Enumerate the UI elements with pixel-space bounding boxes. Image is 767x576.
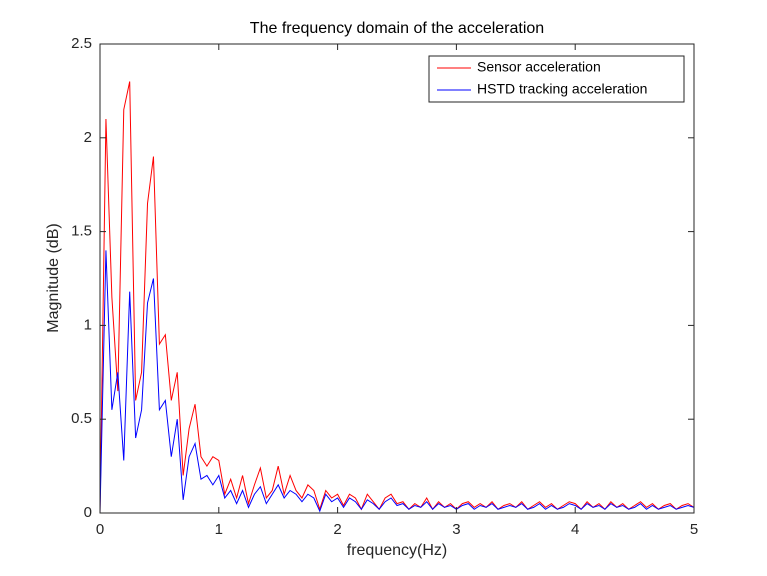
x-tick-label: 4 (571, 521, 579, 538)
x-axis-label: frequency(Hz) (347, 542, 447, 559)
chart-title: The frequency domain of the acceleration (250, 20, 544, 37)
y-tick-label: 0 (84, 504, 92, 521)
x-tick-label: 5 (690, 521, 698, 538)
legend-label: Sensor acceleration (477, 59, 601, 75)
axes-box (99, 43, 695, 514)
y-tick-label: 1 (84, 316, 92, 333)
data-line (99, 81, 695, 514)
legend-box (428, 55, 685, 103)
y-axis-label: Magnitude (dB) (45, 223, 62, 332)
y-tick-label: 1.5 (71, 223, 92, 240)
x-tick-label: 1 (215, 521, 223, 538)
x-tick-label: 0 (96, 521, 104, 538)
x-tick-label: 3 (452, 521, 460, 538)
legend-label: HSTD tracking acceleration (477, 81, 647, 97)
x-tick-label: 2 (333, 521, 341, 538)
data-line (99, 250, 695, 514)
y-tick-label: 0.5 (71, 410, 92, 427)
y-tick-label: 2 (84, 129, 92, 146)
plot-area (100, 44, 694, 513)
y-tick-label: 2.5 (71, 35, 92, 52)
